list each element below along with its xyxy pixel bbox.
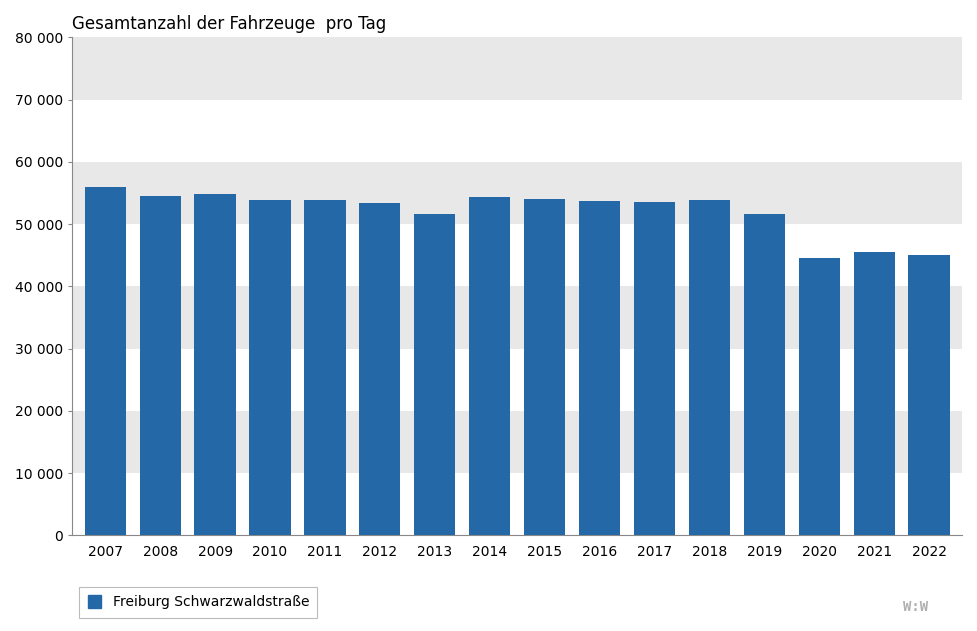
Bar [524,199,566,536]
Bar [85,187,126,536]
Bar [469,197,510,536]
Bar [140,196,181,536]
Text: W:W: W:W [903,600,928,614]
Bar [798,258,840,536]
Bar [854,252,895,536]
Bar [909,256,950,536]
Bar [249,200,290,536]
Bar [360,203,401,536]
Text: Gesamtanzahl der Fahrzeuge  pro Tag: Gesamtanzahl der Fahrzeuge pro Tag [72,15,387,33]
Bar [194,194,235,536]
Legend: Freiburg Schwarzwaldstraße: Freiburg Schwarzwaldstraße [79,587,318,618]
Bar [72,411,962,473]
Bar [72,286,962,349]
Bar [72,37,962,100]
Bar [634,202,675,536]
Bar [579,201,620,536]
Bar [72,100,962,162]
Bar [72,162,962,224]
Bar [72,224,962,286]
Bar [304,201,346,536]
Bar [414,214,455,536]
Bar [72,349,962,411]
Bar [689,201,730,536]
Bar [72,473,962,536]
Bar [743,214,785,536]
